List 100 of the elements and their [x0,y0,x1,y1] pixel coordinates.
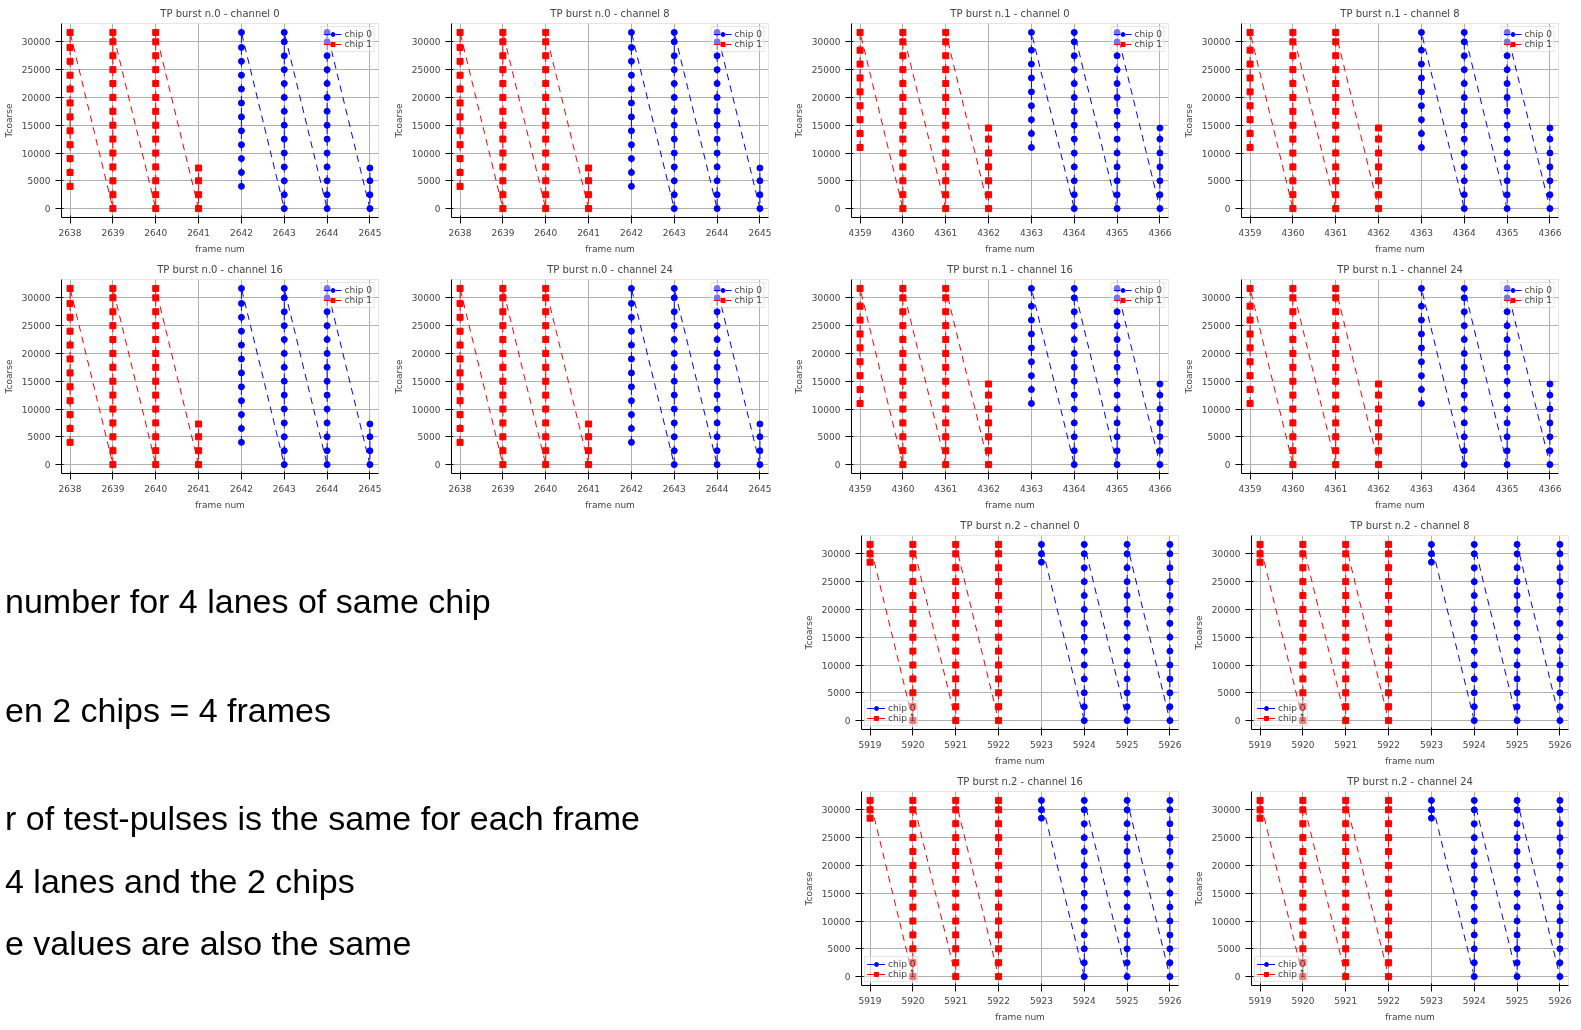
point [1556,796,1564,804]
point [1027,28,1035,36]
point [1246,316,1254,324]
x-tick-label: 4366 [1148,227,1172,238]
point [1342,717,1350,725]
point [909,861,917,869]
point [1289,336,1297,344]
point [280,419,288,427]
point [627,284,635,292]
point [899,433,907,441]
point [456,369,464,377]
point [1123,633,1131,641]
point [1123,689,1131,697]
point [1113,38,1121,46]
point [1299,578,1307,586]
point [1546,461,1554,469]
point [713,391,721,399]
point [195,447,203,455]
x-tick-label: 2645 [748,227,772,238]
y-tick-label: 25000 [1201,65,1231,76]
point [909,931,917,939]
point [1513,861,1521,869]
point [856,28,864,36]
point [152,107,160,115]
point [995,903,1003,911]
point [109,349,117,357]
point [952,903,960,911]
point [1342,903,1350,911]
point [1289,349,1297,357]
point [1503,461,1511,469]
point [1166,889,1174,897]
point [1332,433,1340,441]
point [499,121,507,129]
x-axis-title: frame num [995,1011,1045,1022]
point [1123,647,1131,655]
x-tick-label: 4361 [934,483,958,494]
point [899,66,907,74]
point [1289,363,1297,371]
point [237,99,245,107]
point [909,647,917,655]
point [985,191,993,199]
point [1342,703,1350,711]
point [713,405,721,413]
point [1113,419,1121,427]
y-tick-label: 0 [434,460,441,471]
point [899,52,907,60]
point [856,316,864,324]
point [856,399,864,407]
point [1080,806,1088,814]
x-tick-label: 2638 [448,227,472,238]
point [1156,191,1164,199]
point [1460,66,1468,74]
point [1113,149,1121,157]
point [995,703,1003,711]
point [713,447,721,455]
point [952,550,960,558]
point [585,164,593,172]
point [1342,675,1350,683]
point [899,391,907,399]
x-tick-label: 2640 [144,227,168,238]
point [1299,661,1307,669]
point [1503,80,1511,88]
legend-label: chip 1 [1278,969,1306,979]
point [1156,433,1164,441]
y-tick-label: 5000 [827,944,851,955]
point [542,191,550,199]
point [456,155,464,163]
point [1113,28,1121,36]
point [1080,973,1088,981]
point [1156,419,1164,427]
point [366,205,374,213]
point [1037,550,1045,558]
y-tick-label: 15000 [1201,376,1231,387]
point [109,107,117,115]
point [856,102,864,110]
point [942,349,950,357]
point [1556,661,1564,669]
point [1427,806,1435,814]
point [909,550,917,558]
y-tick-label: 30000 [411,293,441,304]
point [899,419,907,427]
point [323,405,331,413]
y-tick-label: 20000 [411,92,441,103]
point [995,540,1003,548]
point [995,592,1003,600]
point [66,141,74,149]
point [1546,135,1554,143]
point [323,205,331,213]
y-axis-title: Tcoarse [803,871,814,907]
point [952,633,960,641]
point [1246,116,1254,124]
point [1460,191,1468,199]
point [985,391,993,399]
point [152,38,160,46]
point [1513,717,1521,725]
point [1080,689,1088,697]
point [1027,60,1035,68]
point [995,661,1003,669]
point [1299,806,1307,814]
point [1460,28,1468,36]
